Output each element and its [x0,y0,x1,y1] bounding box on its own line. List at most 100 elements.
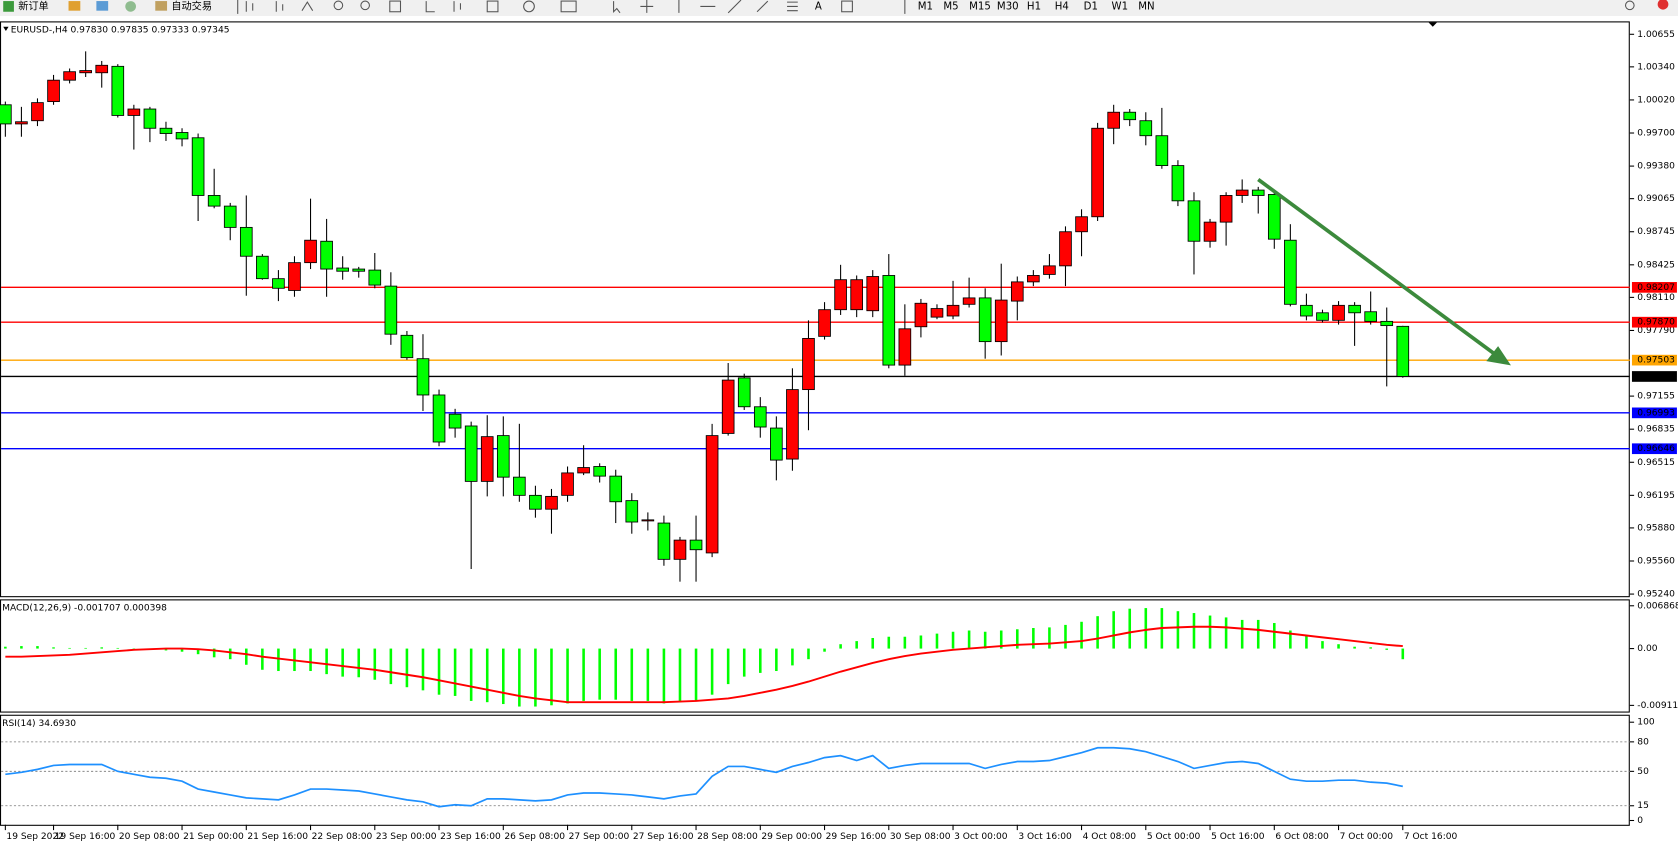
candle-body [930,308,944,318]
tile-icon[interactable] [389,0,402,13]
macd-bar [212,648,216,658]
timeframe-button[interactable]: M1 [918,1,933,12]
zoom-in-icon[interactable] [333,0,344,11]
label-tool[interactable] [841,0,853,13]
notification-badge[interactable] [1657,0,1669,10]
indicators-icon[interactable] [486,0,499,13]
auto-trade-button[interactable]: 自动交易 [171,0,212,12]
y-tick-label: 0.99065 [1637,194,1675,204]
timeframe-button[interactable]: H1 [1027,1,1041,12]
candle-body [577,467,590,474]
macd-bar [1289,630,1292,649]
macd-bar [1048,627,1051,649]
auto-trade-icon[interactable] [155,1,168,11]
candle-body [898,328,912,366]
candle-body [0,104,12,125]
timeframe-button[interactable]: M30 [997,1,1019,12]
macd-bar [1176,611,1180,649]
x-tick-label: 20 Sep 08:00 [119,832,180,842]
templates-icon[interactable] [560,0,577,13]
panel-title: MACD(12,26,9) -0.001707 0.000398 [2,603,167,613]
candle-body [689,539,703,551]
macd-bar [887,636,891,649]
macd-bar [469,648,473,701]
candle-body [304,239,317,264]
timeframe-button[interactable]: MN [1138,1,1154,12]
macd-bar [1240,619,1244,649]
new-order-button[interactable]: 新订单 [18,0,49,12]
macd-bar [357,648,361,678]
price-label-box [1631,407,1677,419]
x-tick-label: 26 Sep 08:00 [504,832,565,842]
toolbar-icon[interactable] [68,1,81,11]
y-tick-label: -0.009114 [1637,701,1678,711]
timeframe-button[interactable]: M15 [969,1,991,12]
chart-shift-marker[interactable] [1428,22,1438,27]
timeframe-bar: M1 M5 M15 M30 H1 H4 D1 W1 MN [918,1,1155,12]
candle-body [1300,304,1313,317]
timeframe-button[interactable]: M5 [943,1,958,12]
macd-bar [1385,648,1389,650]
macd-bar [999,630,1003,649]
candle-body [1027,275,1040,283]
x-tick-label: 6 Oct 08:00 [1275,832,1329,842]
candle-body [1010,281,1024,302]
drawing-tools[interactable] [613,0,798,14]
price-label-box [1631,354,1677,366]
zoom-out-icon[interactable] [360,0,370,11]
candle-body [1219,195,1233,223]
candle-body [1316,312,1329,321]
y-tick-label: 1.00340 [1637,62,1675,72]
search-icon[interactable] [1624,0,1635,11]
macd-frame [0,599,1630,713]
candle-body [143,108,157,129]
price-label: 0.98207 [1637,283,1675,293]
toolbar-icon[interactable] [125,1,136,12]
x-tick-label: 21 Sep 00:00 [183,832,244,842]
macd-bar [871,637,875,649]
new-order-icon[interactable] [3,1,14,12]
y-tick-label: 0.95240 [1637,590,1675,600]
x-tick-label: 7 Oct 00:00 [1340,832,1394,842]
macd-bar [1128,608,1132,649]
macd-bar [261,648,264,670]
y-tick-label: 100 [1637,718,1655,728]
y-tick-label: 0.96515 [1637,458,1675,468]
x-tick-label: 28 Sep 08:00 [697,832,758,842]
macd-bar [1224,617,1228,649]
macd-bar [36,646,39,649]
macd-bar [502,648,505,705]
toolbar-icon[interactable] [96,1,109,11]
candle-body [432,394,446,443]
timeframe-button[interactable]: D1 [1084,1,1098,12]
x-tick-label: 30 Sep 08:00 [890,832,951,842]
y-tick-label: 0.95880 [1637,523,1675,533]
trend-arrow[interactable] [1257,177,1499,358]
candle-body [1123,111,1137,121]
candle-body [496,435,510,478]
y-tick-label: 0.96835 [1637,425,1675,435]
candle-body [529,494,542,510]
y-tick-label: 0.96195 [1637,491,1675,501]
candle-body [1107,111,1120,129]
timeframe-button[interactable]: W1 [1112,1,1129,12]
trend-arrow-head[interactable] [1486,346,1511,366]
candle-body [1075,216,1088,233]
candle-body [175,132,189,140]
macd-bar [823,648,826,652]
candle-body [1203,221,1217,242]
candle-body [818,309,831,337]
macd-bar [662,648,666,704]
candle-body [1139,120,1153,137]
candle-body [1187,200,1201,242]
timeframe-button[interactable]: H4 [1055,1,1069,12]
text-tool[interactable]: A [815,1,822,12]
candle-body [802,337,815,391]
macd-bar [4,646,7,649]
chart-type-icons[interactable] [245,1,314,12]
candle-body [288,262,301,291]
periods-icon[interactable] [523,0,535,13]
toolbar-icons[interactable] [425,1,461,13]
